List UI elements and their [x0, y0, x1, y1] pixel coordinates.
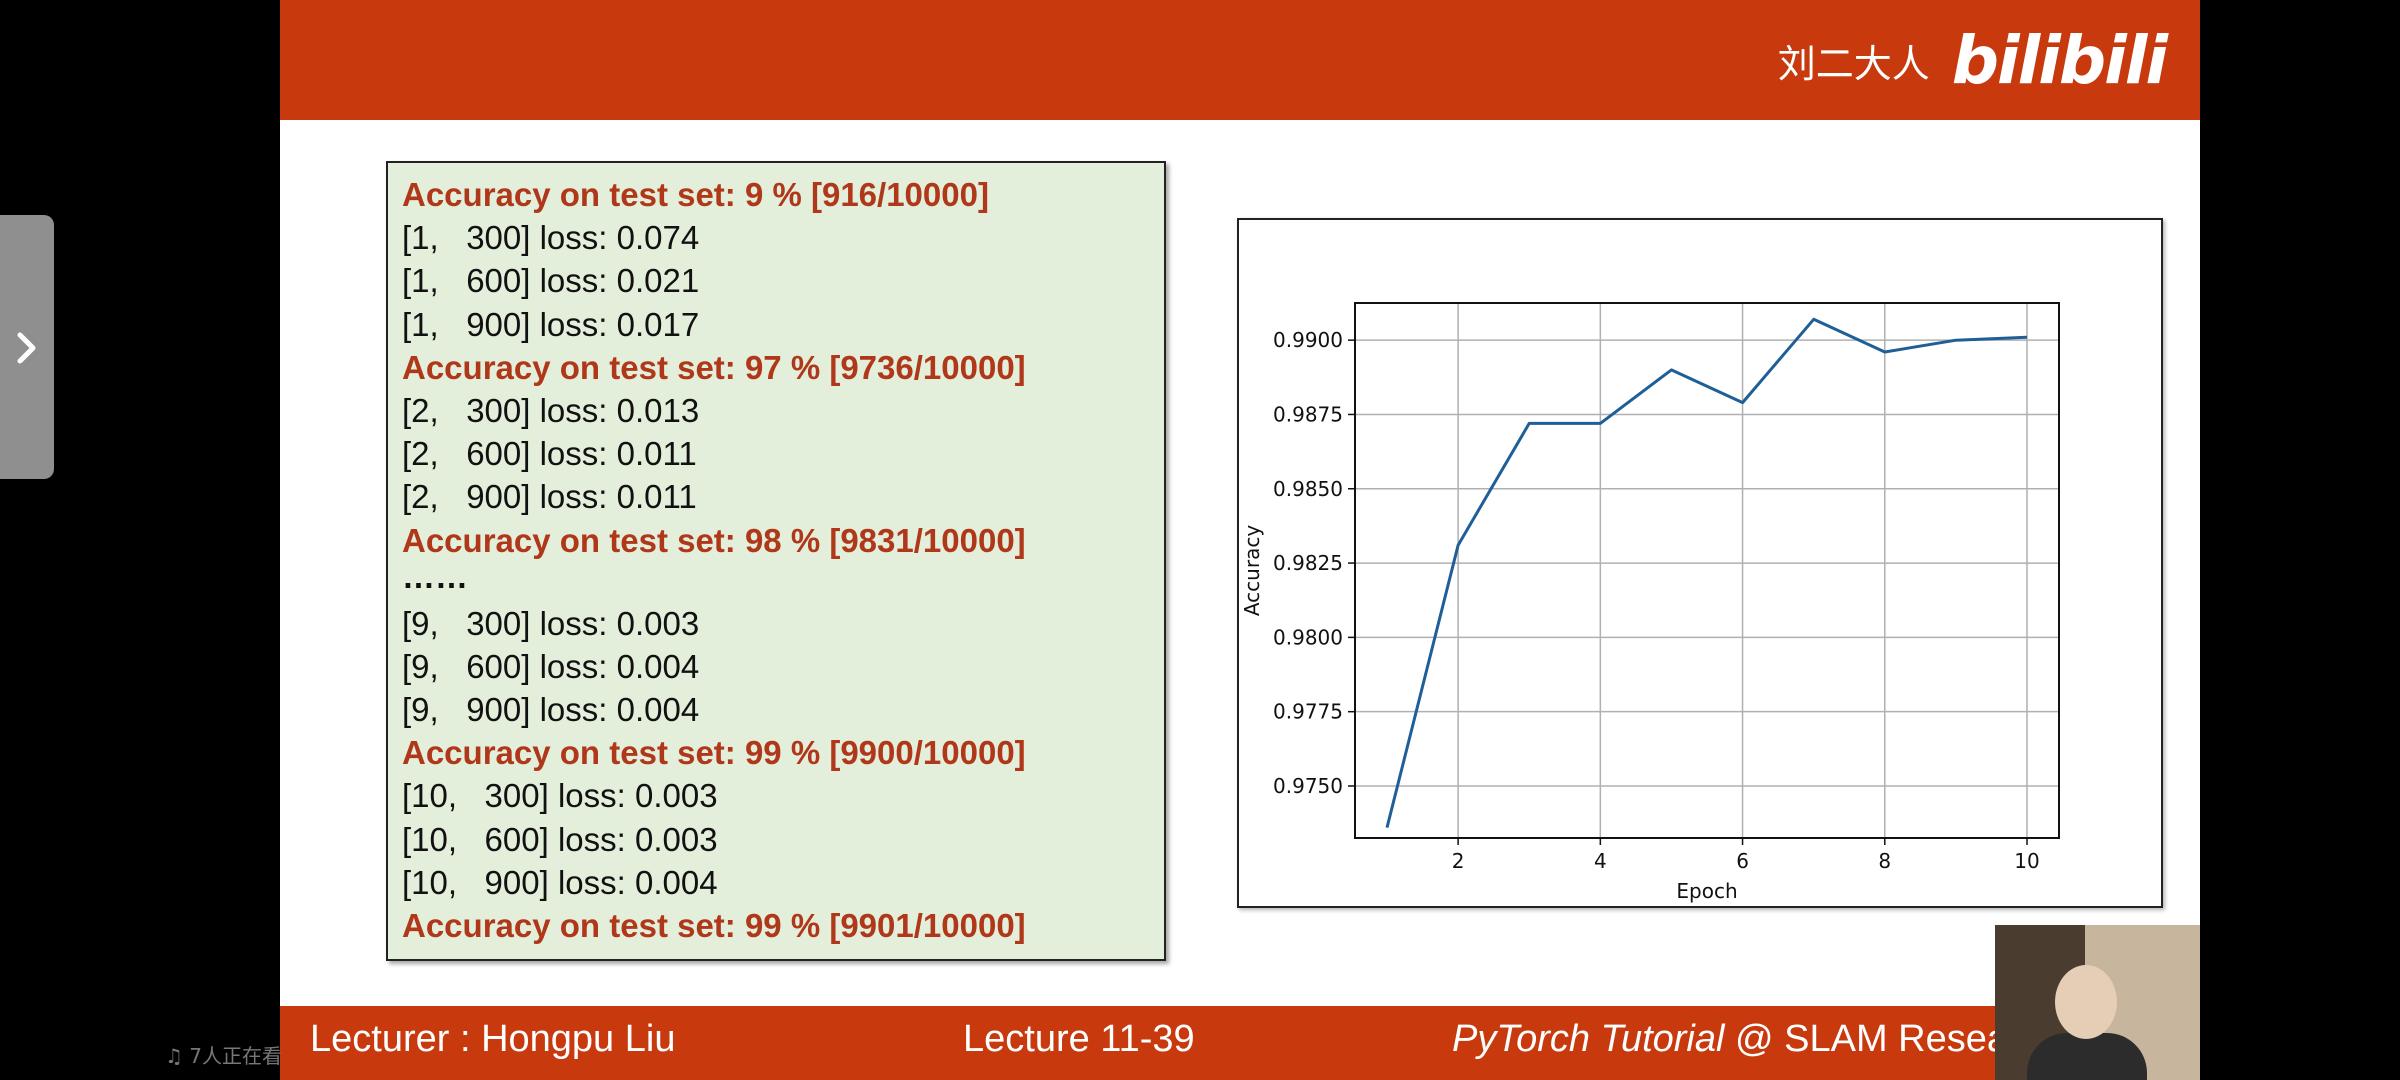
- y-tick-label: 0.9850: [1273, 477, 1343, 501]
- x-tick-label: 8: [1878, 849, 1891, 873]
- side-expand-tab[interactable]: [0, 215, 54, 479]
- slide-header-bar: 刘二大人 bilibili: [280, 0, 2200, 120]
- loss-line: [1, 900] loss: 0.017: [402, 305, 700, 343]
- x-tick-label: 2: [1452, 849, 1465, 873]
- accuracy-line-chart: 2 4 6 8 10 0.9750 0.9775 0.9800 0.9825 0.9850 0.98…: [1240, 302, 2060, 903]
- x-tick-label: 4: [1594, 849, 1607, 873]
- slide: 刘二大人 bilibili Accuracy on test set: 9 % …: [280, 0, 2200, 1080]
- x-tick-label: 6: [1736, 849, 1749, 873]
- viewers-icon: ♫: [165, 1044, 190, 1068]
- course-label: PyTorch Tutorial @ SLAM Resea: [1452, 1018, 2008, 1061]
- accuracy-chart: 2 4 6 8 10 0.9750 0.9775 0.9800 0.9825 0.9850 0.98…: [1237, 218, 2163, 908]
- loss-line: [9, 600] loss: 0.004: [402, 647, 700, 685]
- loss-line: [2, 900] loss: 0.011: [402, 478, 697, 516]
- lecturer-webcam: [1995, 925, 2200, 1080]
- y-tick-label: 0.9775: [1273, 700, 1343, 724]
- y-tick-label: 0.9750: [1273, 774, 1343, 798]
- loss-line: [9, 300] loss: 0.003: [402, 604, 700, 642]
- loss-line: [1, 300] loss: 0.074: [402, 219, 700, 257]
- accuracy-line: Accuracy on test set: 99 % [9900/10000]: [402, 734, 1026, 772]
- training-log-box: Accuracy on test set: 9 % [916/10000] [1,…: [386, 161, 1166, 961]
- x-axis-label: Epoch: [1676, 879, 1737, 903]
- loss-line: [10, 600] loss: 0.003: [402, 820, 718, 858]
- loss-line: [9, 900] loss: 0.004: [402, 691, 700, 729]
- y-tick-label: 0.9875: [1273, 402, 1343, 426]
- accuracy-line: Accuracy on test set: 99 % [9901/10000]: [402, 907, 1026, 944]
- loss-line: [2, 600] loss: 0.011: [402, 435, 697, 473]
- loss-line: [1, 600] loss: 0.021: [402, 262, 700, 300]
- viewer-count: ♫ 7人正在看: [165, 1040, 282, 1069]
- accuracy-line: Accuracy on test set: 97 % [9736/10000]: [402, 348, 1026, 386]
- ellipsis-line: ……: [402, 557, 468, 595]
- author-name: 刘二大人: [1777, 42, 1930, 86]
- slide-footer-bar: Lecturer : Hongpu Liu Lecture 11-39 PyTo…: [280, 1006, 2200, 1080]
- lecturer-label: Lecturer : Hongpu Liu: [310, 1018, 676, 1060]
- brand: 刘二大人 bilibili: [1777, 22, 2168, 99]
- course-org: @ SLAM Resea: [1724, 1018, 2009, 1060]
- y-tick-label: 0.9900: [1273, 328, 1343, 352]
- x-tick-label: 10: [2014, 849, 2039, 873]
- plot-area-frame: [1354, 302, 2060, 839]
- accuracy-line: Accuracy on test set: 98 % [9831/10000]: [402, 521, 1026, 559]
- viewer-count-text: 7人正在看: [189, 1044, 283, 1068]
- loss-line: [2, 300] loss: 0.013: [402, 391, 700, 429]
- loss-line: [10, 900] loss: 0.004: [402, 863, 718, 901]
- bilibili-logo: bilibili: [1951, 22, 2168, 99]
- webcam-person-head: [2055, 965, 2117, 1039]
- loss-line: [10, 300] loss: 0.003: [402, 777, 718, 815]
- y-tick-label: 0.9800: [1273, 625, 1343, 649]
- chevron-right-icon: [17, 332, 36, 364]
- accuracy-series-line: [1385, 317, 2028, 828]
- accuracy-line: Accuracy on test set: 9 % [916/10000]: [402, 176, 989, 213]
- lecture-number: Lecture 11-39: [963, 1018, 1195, 1060]
- webcam-person-body: [2027, 1033, 2147, 1080]
- y-tick-label: 0.9825: [1273, 551, 1343, 575]
- y-axis-label: Accuracy: [1240, 525, 1264, 616]
- course-title: PyTorch Tutorial: [1452, 1018, 1725, 1060]
